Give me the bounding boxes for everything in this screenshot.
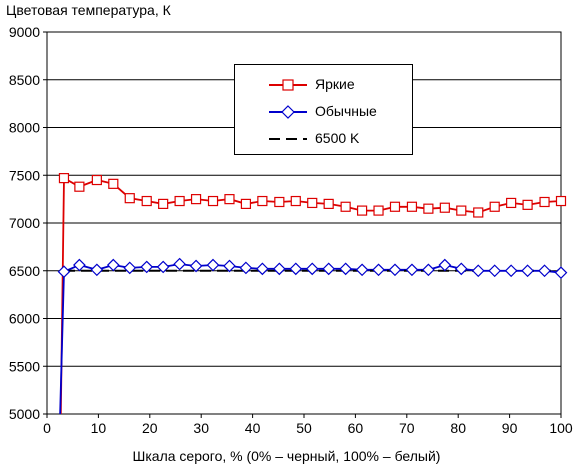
- data-point-diamond: [140, 260, 154, 274]
- y-tick-label: 6500: [9, 263, 40, 279]
- x-tick-label: 80: [450, 420, 466, 436]
- data-point-diamond: [339, 262, 352, 276]
- data-point-square: [323, 198, 334, 209]
- legend-entry-reference: 6500 K: [235, 128, 412, 148]
- data-point-diamond: [189, 259, 203, 273]
- y-tick-label: 9000: [9, 24, 40, 40]
- data-point-diamond: [289, 262, 303, 276]
- data-point-diamond: [57, 265, 71, 279]
- data-point-square: [356, 205, 368, 216]
- x-tick-label: 0: [43, 420, 51, 436]
- legend-label-bright: Яркие: [315, 76, 355, 92]
- data-point-square: [423, 203, 434, 214]
- data-point-square: [456, 205, 467, 216]
- y-tick-label: 6000: [9, 311, 40, 327]
- y-tick-label: 5000: [9, 406, 40, 422]
- series-line-1: [59, 263, 561, 414]
- y-tick-label: 8500: [9, 72, 40, 88]
- data-point-square: [439, 202, 450, 213]
- data-point-diamond: [521, 264, 534, 278]
- y-tick-label: 7000: [9, 215, 40, 231]
- data-point-diamond: [223, 259, 236, 273]
- data-point-square: [108, 178, 119, 189]
- data-point-square: [58, 173, 70, 184]
- data-point-square: [389, 201, 401, 212]
- data-point-diamond: [554, 266, 568, 280]
- data-point-diamond: [471, 264, 485, 278]
- data-point-square: [307, 197, 318, 209]
- data-point-square: [190, 194, 202, 205]
- legend-label-normal: Обычные: [315, 103, 377, 119]
- data-point-diamond: [173, 257, 186, 271]
- data-point-square: [74, 181, 85, 192]
- y-tick-label: 5500: [9, 358, 40, 374]
- x-tick-label: 100: [549, 420, 573, 436]
- data-point-diamond: [90, 263, 104, 277]
- data-point-diamond: [305, 262, 319, 276]
- data-point-square: [274, 196, 285, 208]
- data-point-square: [290, 195, 301, 207]
- y-tick-label: 7500: [9, 167, 40, 183]
- x-tick-label: 10: [91, 420, 107, 436]
- x-axis-label: Шкала серого, % (0% – черный, 100% – бел…: [132, 448, 441, 464]
- data-point-diamond: [422, 263, 435, 277]
- chart-title: Цветовая температура, К: [6, 2, 171, 18]
- data-point-square: [240, 198, 252, 209]
- data-point-square: [373, 205, 384, 216]
- data-point-square: [522, 199, 533, 210]
- data-point-square: [406, 201, 418, 212]
- chart-legend: Яркие Обычные 6500 K: [234, 64, 413, 155]
- x-tick-label: 40: [245, 420, 261, 436]
- data-point-diamond: [438, 258, 452, 272]
- data-point-square: [174, 195, 185, 207]
- data-point-diamond: [454, 262, 468, 276]
- legend-reference-swatch: [269, 138, 307, 140]
- data-point-diamond: [272, 262, 286, 276]
- data-point-diamond: [256, 262, 269, 276]
- data-point-square: [224, 194, 235, 205]
- data-point-square: [555, 195, 567, 207]
- data-point-square: [489, 201, 500, 212]
- data-point-square: [207, 195, 219, 207]
- x-tick-label: 60: [348, 420, 364, 436]
- legend-label-reference: 6500 K: [315, 130, 360, 146]
- x-tick-label: 50: [296, 420, 312, 436]
- data-point-square: [340, 201, 351, 212]
- data-point-diamond: [106, 258, 120, 272]
- data-point-diamond: [538, 264, 551, 278]
- legend-entry-bright: Яркие: [235, 74, 412, 94]
- data-point-diamond: [73, 258, 86, 272]
- data-point-square: [124, 193, 135, 204]
- data-point-diamond: [239, 261, 253, 275]
- data-point-square: [539, 196, 550, 208]
- data-point-diamond: [488, 264, 502, 278]
- data-point-diamond: [504, 264, 518, 278]
- data-point-square: [506, 197, 517, 209]
- legend-normal-swatch: [269, 105, 307, 119]
- x-tick-label: 20: [142, 420, 158, 436]
- x-tick-label: 90: [502, 420, 518, 436]
- data-point-diamond: [388, 263, 402, 277]
- data-point-square: [257, 195, 268, 207]
- x-tick-label: 30: [193, 420, 209, 436]
- y-tick-label: 8000: [9, 120, 40, 136]
- data-point-diamond: [355, 263, 369, 277]
- data-point-square: [158, 198, 169, 209]
- data-point-diamond: [372, 263, 385, 277]
- data-point-diamond: [322, 262, 336, 276]
- x-tick-label: 70: [399, 420, 415, 436]
- legend-entry-normal: Обычные: [235, 101, 412, 121]
- data-point-square: [141, 195, 152, 207]
- legend-bright-swatch: [269, 79, 307, 91]
- data-point-diamond: [405, 263, 419, 277]
- data-point-diamond: [206, 258, 220, 272]
- data-point-diamond: [156, 260, 170, 274]
- data-point-square: [473, 207, 484, 218]
- data-point-square: [91, 174, 102, 186]
- data-point-diamond: [123, 261, 137, 275]
